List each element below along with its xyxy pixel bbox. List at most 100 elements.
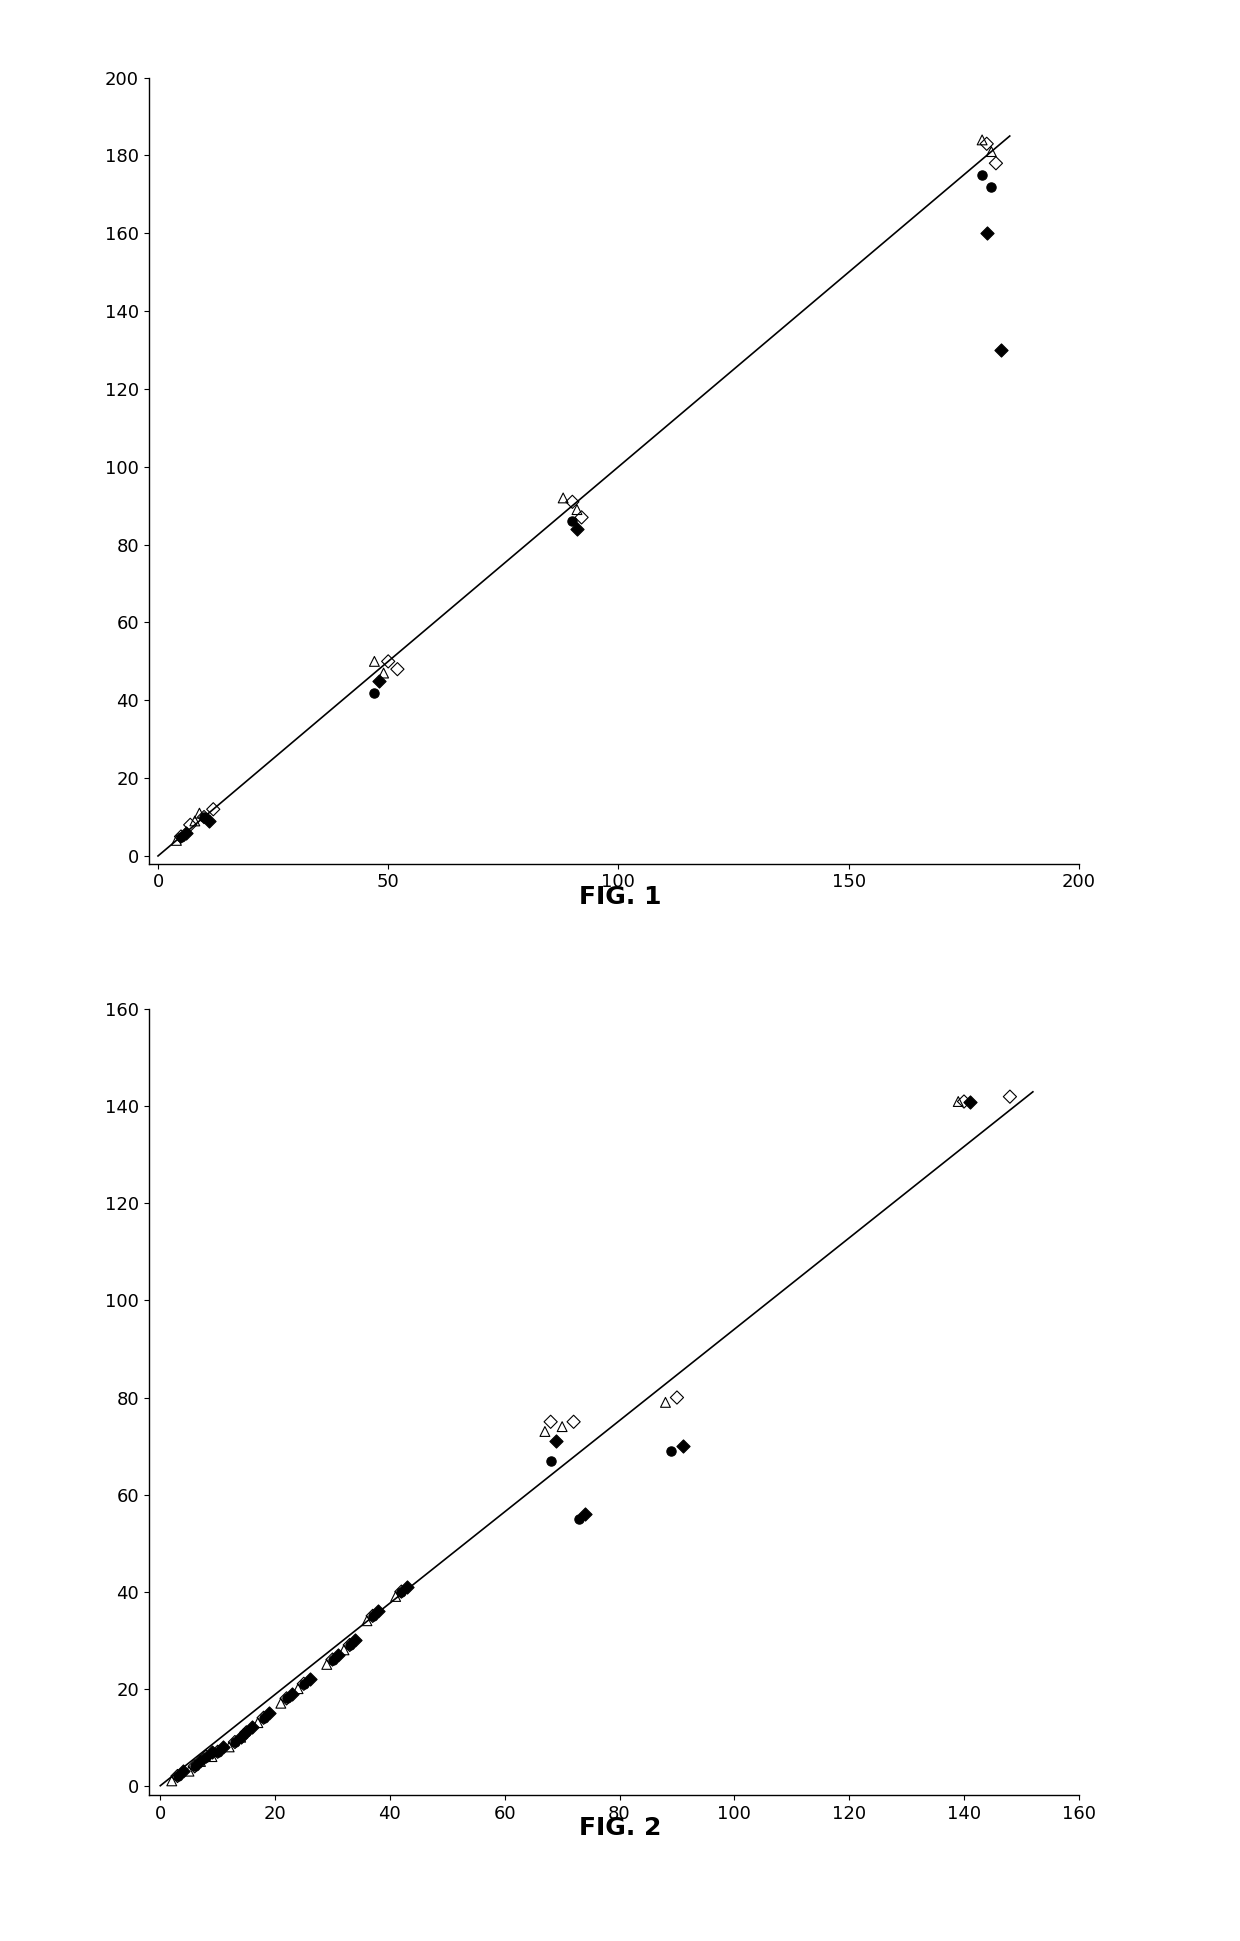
Point <box>224 1727 244 1759</box>
Point <box>368 1596 388 1627</box>
Point <box>162 1766 182 1797</box>
Point <box>949 1087 968 1118</box>
Point <box>567 495 587 526</box>
Point <box>387 654 407 685</box>
Point <box>180 809 200 840</box>
Point <box>167 1760 187 1792</box>
Point <box>977 128 997 159</box>
Point <box>317 1650 337 1681</box>
Point <box>340 1630 360 1661</box>
Point <box>340 1630 360 1661</box>
Point <box>373 658 393 689</box>
Point <box>397 1572 417 1603</box>
Point <box>572 503 591 534</box>
Point <box>191 1747 211 1778</box>
Point <box>322 1644 342 1675</box>
Point <box>667 1382 687 1413</box>
Point <box>171 821 191 852</box>
Point <box>656 1386 676 1417</box>
Point <box>237 1718 257 1747</box>
Point <box>202 1735 222 1766</box>
Point <box>288 1673 308 1704</box>
Point <box>569 1502 589 1533</box>
Point <box>176 817 196 848</box>
Point <box>203 794 223 825</box>
Point <box>564 1405 584 1436</box>
Point <box>294 1667 314 1700</box>
Text: FIG. 2: FIG. 2 <box>579 1817 661 1840</box>
Point <box>541 1405 560 1436</box>
Point <box>185 1751 205 1782</box>
Point <box>972 159 992 190</box>
Point <box>191 1747 211 1778</box>
Point <box>986 148 1006 179</box>
Point <box>534 1417 554 1448</box>
Point <box>363 1599 383 1630</box>
Point <box>242 1712 262 1743</box>
Point <box>378 646 398 677</box>
Point <box>386 1580 405 1611</box>
Point <box>237 1718 257 1747</box>
Point <box>999 1081 1019 1112</box>
Point <box>208 1735 228 1766</box>
Point <box>363 1599 383 1630</box>
Point <box>346 1625 366 1656</box>
Point <box>166 825 186 856</box>
Point <box>254 1702 274 1733</box>
Point <box>991 334 1011 365</box>
Point <box>334 1634 353 1665</box>
Point <box>198 806 218 837</box>
Point <box>259 1696 279 1727</box>
Point <box>231 1722 250 1753</box>
Point <box>563 507 583 538</box>
Point <box>270 1687 290 1720</box>
Point <box>981 136 1001 167</box>
Point <box>195 802 215 833</box>
Point <box>283 1677 303 1708</box>
Point <box>196 1741 216 1772</box>
Point <box>208 1735 228 1766</box>
Point <box>553 483 573 514</box>
Point <box>673 1431 693 1462</box>
Point <box>277 1683 296 1714</box>
Point <box>392 1576 412 1607</box>
Point <box>248 1708 268 1739</box>
Point <box>365 677 384 708</box>
Point <box>365 646 384 677</box>
Point <box>972 124 992 155</box>
Point <box>541 1444 560 1475</box>
Point <box>357 1605 377 1636</box>
Point <box>179 1755 198 1786</box>
Point <box>196 1741 216 1772</box>
Point <box>392 1576 412 1607</box>
Point <box>167 1760 187 1792</box>
Point <box>185 1751 205 1782</box>
Point <box>547 1425 567 1456</box>
Point <box>171 821 191 852</box>
Point <box>190 798 210 829</box>
Point <box>981 171 1001 202</box>
Point <box>563 487 583 518</box>
Point <box>300 1663 320 1694</box>
Point <box>202 1741 222 1772</box>
Point <box>254 1702 274 1733</box>
Point <box>552 1411 572 1442</box>
Point <box>322 1644 342 1675</box>
Point <box>213 1731 233 1762</box>
Point <box>329 1638 348 1669</box>
Point <box>370 666 389 697</box>
Point <box>224 1727 244 1759</box>
Point <box>185 806 205 837</box>
Point <box>294 1667 314 1700</box>
Point <box>661 1436 681 1467</box>
Point <box>954 1087 973 1118</box>
Text: FIG. 1: FIG. 1 <box>579 885 661 908</box>
Point <box>231 1722 250 1753</box>
Point <box>174 1755 193 1786</box>
Point <box>575 1498 595 1530</box>
Point <box>219 1731 239 1762</box>
Point <box>960 1087 980 1118</box>
Point <box>567 514 587 545</box>
Point <box>195 802 215 833</box>
Point <box>277 1683 296 1714</box>
